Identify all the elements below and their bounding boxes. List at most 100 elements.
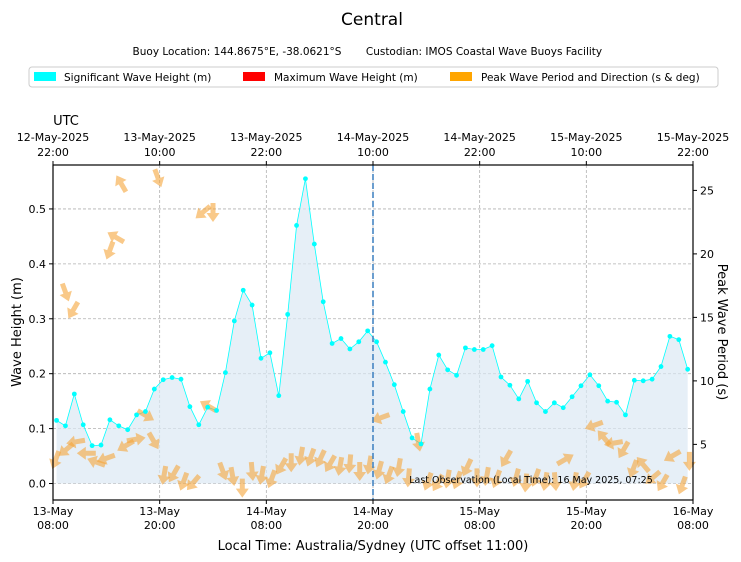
wave-height-point [356, 339, 362, 345]
peak-period-arrow [431, 473, 445, 492]
wave-height-point [471, 347, 477, 352]
peak-period-arrow [235, 478, 249, 498]
peak-period-arrow [584, 419, 604, 432]
peak-period-arrow [382, 465, 395, 485]
peak-period-arrow [663, 449, 682, 462]
peak-period-arrow [371, 411, 391, 425]
peak-period-arrow [107, 231, 126, 245]
wave-height-point [71, 391, 77, 397]
legend-swatch-significant [34, 72, 56, 81]
peak-period-arrow [617, 440, 631, 459]
wave-height-point [320, 299, 326, 305]
arrow-shape [392, 457, 406, 478]
peak-period-arrow [626, 459, 640, 478]
arrow-shape [604, 436, 624, 450]
top-tick-date: 14-May-2025 [337, 131, 409, 144]
y-axis-ticks: 0.0 0.1 0.2 0.3 0.4 0.5 [29, 203, 53, 491]
peak-period-arrow [226, 466, 240, 486]
wave-height-point [463, 345, 468, 351]
arrow-shape [490, 469, 503, 489]
legend-label-peak: Peak Wave Period and Direction (s & deg) [481, 72, 700, 84]
top-tick-date: 13-May-2025 [230, 131, 302, 144]
arrow-shape [96, 452, 116, 465]
top-tick-date: 12-May-2025 [17, 131, 89, 144]
peak-period-arrow [441, 469, 454, 489]
x-tick-date: 15-May [459, 505, 500, 518]
wave-height-point [187, 404, 193, 410]
y2-tick-label: 10 [700, 375, 714, 388]
peak-period-arrow [460, 457, 474, 477]
peak-period-arrow [402, 468, 415, 488]
arrow-shape [626, 459, 640, 478]
wave-height-point [89, 443, 95, 449]
arrow-shape [126, 432, 146, 446]
wave-height-point [214, 408, 219, 413]
wave-height-point [151, 386, 157, 392]
arrow-shape [470, 468, 484, 488]
peak-period-arrow [67, 300, 81, 319]
wave-height-point [587, 372, 593, 378]
arrow-shape [76, 446, 96, 460]
arrow-shape [617, 440, 631, 459]
arrow-shape [548, 472, 562, 492]
wave-height-point [569, 394, 575, 400]
arrow-shape [226, 466, 240, 486]
arrow-shape [460, 457, 474, 477]
arrow-shape [167, 464, 181, 483]
arrow-shape [107, 231, 126, 245]
arrow-shape [304, 447, 317, 467]
x-tick-time: 20:00 [357, 519, 389, 532]
arrow-shape [441, 469, 454, 489]
arrow-shape [450, 470, 464, 490]
wave-height-point [534, 400, 539, 406]
peak-period-arrow [362, 455, 376, 475]
wave-height-point [436, 352, 442, 358]
peak-period-arrow [353, 462, 367, 481]
peak-period-arrow [324, 454, 337, 473]
legend-label-significant: Significant Wave Height (m) [64, 72, 211, 84]
peak-period-arrow [372, 460, 386, 480]
arrow-shape [402, 468, 415, 488]
wave-height-area [56, 178, 688, 484]
peak-period-arrow [66, 435, 86, 449]
top-tick-date: 14-May-2025 [443, 131, 515, 144]
peak-period-arrow [656, 473, 670, 492]
arrow-shape [245, 461, 259, 481]
top-axis-ticks: 12-May-2025 22:00 13-May-2025 10:00 13-May-2… [17, 131, 729, 165]
arrow-shape [480, 466, 494, 486]
legend-label-maximum: Maximum Wave Height (m) [274, 72, 418, 84]
top-tick-time: 22:00 [250, 146, 282, 159]
wave-height-point [480, 347, 486, 352]
wave-height-point [676, 337, 682, 343]
peak-period-arrow [645, 469, 662, 484]
wave-height-point [525, 378, 531, 384]
wave-height-point [489, 343, 495, 349]
wave-height-point [231, 318, 237, 324]
peak-period-arrow [167, 464, 181, 483]
arrow-shape [584, 419, 604, 432]
wave-height-point [258, 355, 264, 361]
peak-period-arrow [314, 449, 327, 468]
peak-period-arrow [157, 465, 171, 485]
top-tick-time: 22:00 [37, 146, 69, 159]
y2-tick-label: 25 [700, 184, 714, 197]
wave-height-point [365, 328, 371, 334]
top-tick-date: 15-May-2025 [657, 131, 729, 144]
wave-height-point [623, 412, 628, 418]
arrow-shape [636, 457, 651, 474]
wave-height-point [347, 346, 353, 352]
peak-period-arrow [146, 431, 160, 450]
wave-height-point [143, 409, 148, 414]
utc-axis-label: UTC [53, 114, 79, 129]
arrow-shape [152, 168, 165, 188]
arrow-shape [656, 473, 670, 492]
top-tick-date: 15-May-2025 [550, 131, 622, 144]
arrow-shape [645, 469, 662, 484]
wave-height-point [596, 383, 602, 389]
x-tick-date: 14-May [353, 505, 394, 518]
peak-period-arrow [421, 471, 434, 491]
peak-period-arrow [675, 475, 689, 495]
wave-height-point [240, 287, 246, 293]
x-tick-date: 13-May [33, 505, 74, 518]
wave-height-point [196, 422, 202, 428]
